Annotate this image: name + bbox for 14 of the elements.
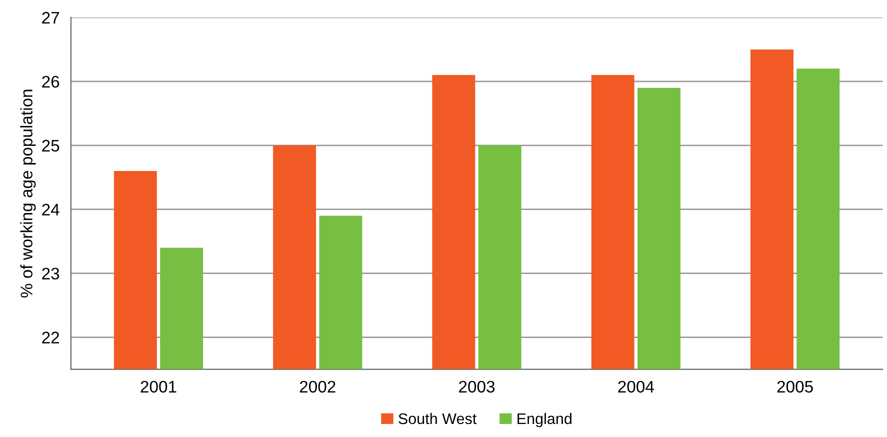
legend-label: South West (398, 412, 477, 424)
y-tick-label: 25 (42, 140, 60, 152)
legend-label: England (518, 412, 572, 428)
x-tick-label: 2001 (140, 380, 176, 393)
x-tick-label: 2004 (618, 380, 654, 393)
x-tick-label: 2003 (459, 380, 495, 393)
y-tick-label: 23 (42, 268, 60, 280)
x-tick-label: 2002 (300, 380, 336, 393)
x-tick-label: 2005 (777, 380, 813, 393)
y-tick-label: 26 (42, 76, 60, 88)
y-tick-label: 24 (42, 204, 60, 216)
y-axis-title: % of working age population (20, 90, 36, 298)
y-tick-label: 22 (42, 332, 60, 344)
y-tick-label: 27 (42, 12, 60, 24)
